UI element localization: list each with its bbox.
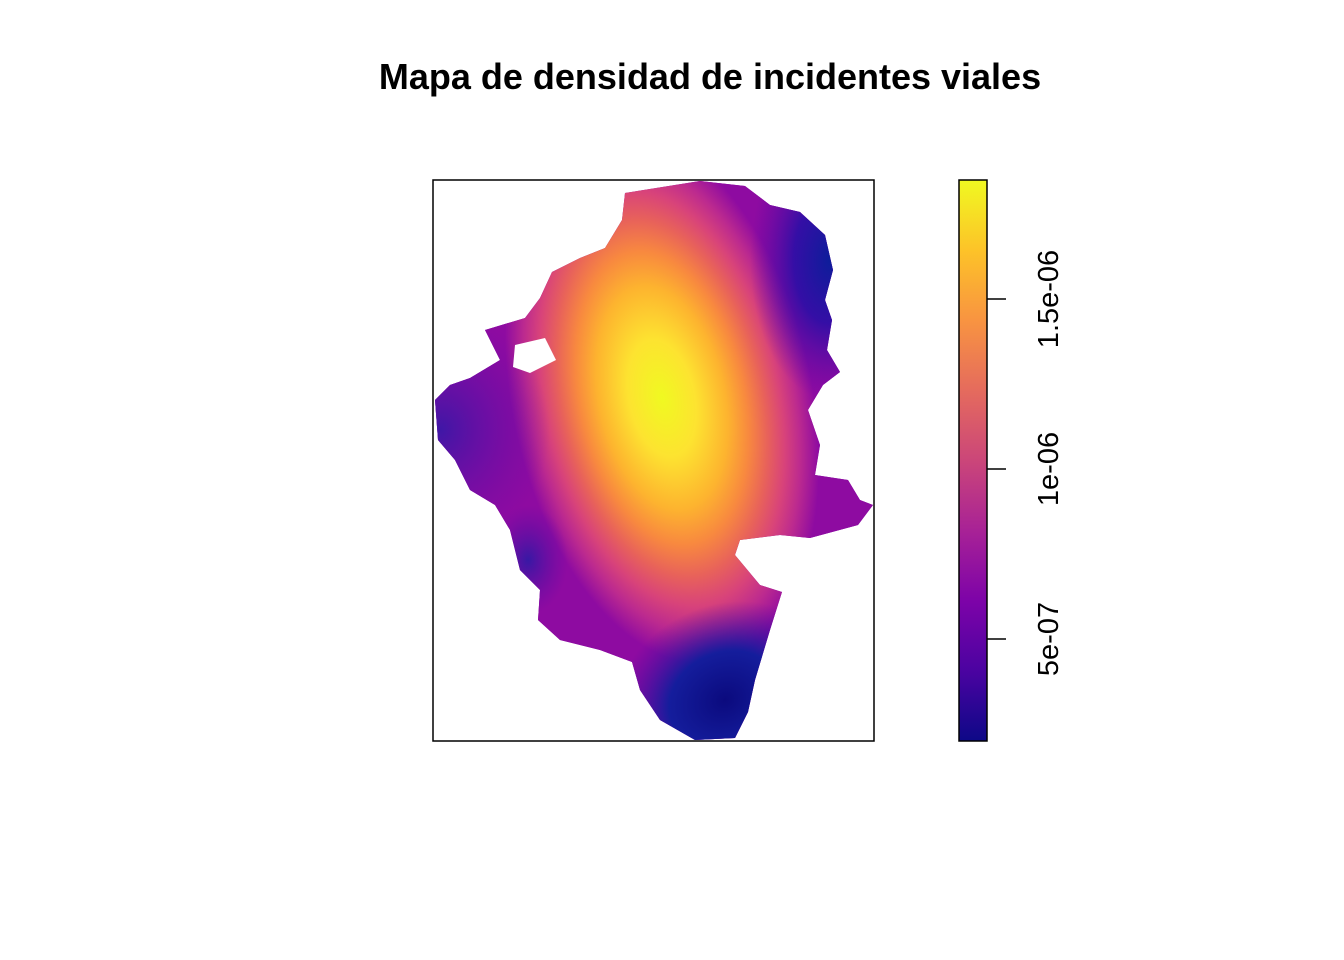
density-raster xyxy=(435,181,873,740)
colorbar-tick-label: 5e-07 xyxy=(1033,602,1065,676)
plot-title: Mapa de densidad de incidentes viales xyxy=(378,56,1042,97)
region-hole xyxy=(513,338,556,373)
colorbar-tick-label: 1e-06 xyxy=(1033,432,1065,506)
colorbar-frame xyxy=(958,179,988,742)
colorbar-gradient xyxy=(959,180,987,741)
colorbar: 5e-07 1e-06 1.5e-06 xyxy=(958,179,1065,742)
map-panel-frame xyxy=(432,179,875,742)
colorbar-tick-label: 1.5e-06 xyxy=(1033,250,1065,348)
